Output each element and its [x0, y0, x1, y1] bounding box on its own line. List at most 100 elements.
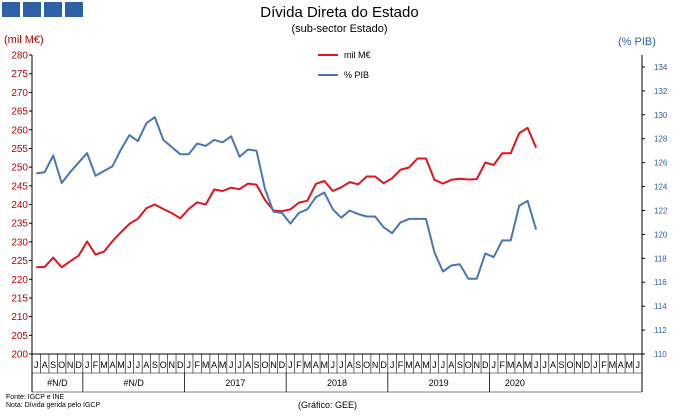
chart-subtitle: (sub-sector Estado) [291, 23, 388, 35]
year-label: #N/D [123, 378, 144, 388]
graphic-credit: (Gráfico: GEE) [298, 400, 358, 410]
source-line: Fonte: IGCP e INE [6, 394, 65, 401]
right-tick-label: 134 [654, 63, 668, 72]
month-label: S [559, 360, 565, 370]
left-tick-label: 240 [11, 200, 28, 211]
series-line-pib [36, 116, 538, 280]
month-label: M [422, 360, 430, 370]
year-label: 2018 [327, 378, 347, 388]
left-tick-label: 230 [11, 237, 28, 248]
right-tick-label: 120 [654, 230, 668, 239]
right-tick-label: 130 [654, 111, 668, 120]
month-label: A [313, 360, 319, 370]
month-label: F [601, 360, 607, 370]
left-tick-label: 280 [11, 51, 28, 62]
month-label: A [516, 360, 522, 370]
month-label: J [339, 360, 344, 370]
month-label: O [58, 360, 65, 370]
month-label: M [202, 360, 210, 370]
month-label: S [355, 360, 361, 370]
left-axis-unit: (mil M€) [4, 34, 44, 46]
month-label: J [127, 360, 132, 370]
left-tick-label: 205 [11, 331, 28, 342]
month-label: J [85, 360, 90, 370]
month-label: J [186, 360, 191, 370]
month-label: S [457, 360, 463, 370]
month-label: J [534, 360, 539, 370]
year-label: 2020 [505, 378, 525, 388]
note-line: Nota: Dívida gerida pelo IGCP [6, 402, 101, 409]
month-label: M [626, 360, 634, 370]
right-tick-label: 124 [654, 183, 668, 192]
month-label: J [542, 360, 547, 370]
month-label: O [160, 360, 167, 370]
month-label: O [465, 360, 472, 370]
month-label: A [211, 360, 217, 370]
sources-note: Fonte: IGCP e INE Nota: Dívida gerida pe… [6, 394, 100, 410]
month-label: M [117, 360, 125, 370]
year-label: #N/D [47, 378, 68, 388]
left-tick-label: 265 [11, 107, 28, 118]
legend-swatch-pib [318, 74, 338, 76]
month-label: A [42, 360, 48, 370]
month-label: D [482, 360, 489, 370]
month-label: A [245, 360, 251, 370]
month-label: J [390, 360, 395, 370]
month-label: M [609, 360, 617, 370]
month-label: M [507, 360, 515, 370]
left-tick-label: 225 [11, 256, 28, 267]
month-label: M [100, 360, 108, 370]
month-label: J [34, 360, 39, 370]
right-tick-label: 116 [654, 278, 667, 287]
legend-label-pib: % PIB [344, 70, 370, 80]
month-label: J [229, 360, 234, 370]
month-label: F [296, 360, 302, 370]
left-tick-label: 210 [11, 312, 28, 323]
legend-label-debt: mil M€ [344, 50, 371, 60]
left-tick-label: 255 [11, 144, 28, 155]
right-tick-label: 112 [654, 326, 667, 335]
month-label: D [584, 360, 591, 370]
month-label: J [432, 360, 437, 370]
left-tick-label: 275 [11, 69, 28, 80]
right-tick-label: 122 [654, 206, 668, 215]
month-label: F [398, 360, 404, 370]
month-label: D [279, 360, 286, 370]
month-label: D [380, 360, 387, 370]
legend-swatch-debt [318, 54, 338, 56]
month-label: O [261, 360, 268, 370]
right-tick-label: 114 [654, 302, 667, 311]
year-label: 2017 [225, 378, 245, 388]
right-tick-label: 118 [654, 254, 667, 263]
month-label: J [593, 360, 598, 370]
month-label: M [405, 360, 413, 370]
month-label: N [270, 360, 277, 370]
month-label: J [237, 360, 242, 370]
left-tick-label: 220 [11, 275, 28, 286]
month-label: J [441, 360, 446, 370]
month-label: J [288, 360, 293, 370]
legend: mil M€ % PIB [318, 45, 371, 85]
month-label: F [499, 360, 505, 370]
month-label: M [524, 360, 532, 370]
right-tick-label: 110 [654, 350, 667, 359]
year-label: 2019 [429, 378, 449, 388]
month-label: A [618, 360, 624, 370]
month-label: N [474, 360, 481, 370]
month-label: M [219, 360, 227, 370]
month-label: S [50, 360, 56, 370]
series-line-debt [36, 126, 538, 269]
legend-item-pib: % PIB [318, 65, 371, 85]
month-label: N [169, 360, 176, 370]
month-label: S [152, 360, 158, 370]
right-tick-label: 126 [654, 159, 668, 168]
left-tick-label: 215 [11, 293, 28, 304]
month-label: J [331, 360, 336, 370]
month-label: N [67, 360, 74, 370]
chart-title: Dívida Direta do Estado [260, 4, 419, 21]
right-axis-unit: (% PIB) [618, 36, 656, 48]
left-tick-label: 200 [11, 350, 28, 361]
month-label: D [177, 360, 184, 370]
left-tick-label: 235 [11, 219, 28, 230]
